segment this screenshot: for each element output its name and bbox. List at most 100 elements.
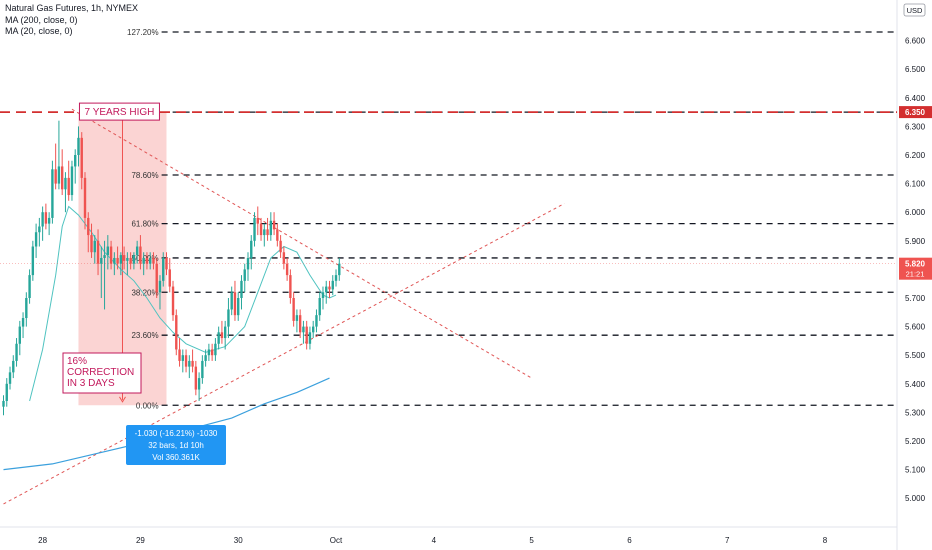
fib-label-6: 23.60% bbox=[131, 331, 158, 340]
candle-body-90 bbox=[295, 315, 299, 321]
time-tick-1: 29 bbox=[136, 536, 145, 545]
candle-body-1 bbox=[5, 383, 8, 401]
high-price-label: 6.350 bbox=[905, 108, 926, 117]
chart-legend: Natural Gas Futures, 1h, NYMEX MA (200, … bbox=[5, 3, 138, 38]
candle-body-87 bbox=[285, 263, 289, 276]
candle-body-6 bbox=[21, 318, 25, 327]
candle-body-44 bbox=[145, 257, 149, 264]
candle-body-17 bbox=[57, 166, 61, 184]
candle-body-9 bbox=[31, 246, 35, 276]
candle-body-50 bbox=[165, 257, 168, 270]
candle-body-26 bbox=[87, 217, 90, 236]
price-tick-12: 5.500 bbox=[905, 351, 926, 360]
ma20-legend[interactable]: MA (20, close, 0) bbox=[5, 26, 73, 36]
candle-body-60 bbox=[197, 378, 201, 390]
candle-body-30 bbox=[100, 257, 103, 264]
time-tick-7: 7 bbox=[725, 536, 730, 545]
measure-tooltip-box bbox=[126, 425, 226, 465]
candle-body-7 bbox=[25, 298, 28, 319]
candle-body-72 bbox=[237, 298, 240, 316]
fib-retracement: 127.20%100.00%78.60%61.80%50.00%38.20%23… bbox=[127, 28, 897, 410]
measure-line-1: 32 bars, 1d 10h bbox=[148, 441, 204, 450]
price-tick-1: 6.600 bbox=[905, 37, 926, 46]
price-tick-17: 5.000 bbox=[905, 494, 926, 503]
candle-body-48 bbox=[158, 280, 162, 293]
last-price-marker bbox=[899, 257, 932, 280]
candle-body-85 bbox=[279, 240, 282, 253]
candle-body-58 bbox=[191, 360, 194, 367]
candle-body-82 bbox=[269, 220, 273, 236]
time-tick-2: 30 bbox=[234, 536, 243, 545]
candle-body-100 bbox=[328, 286, 331, 290]
candle-body-62 bbox=[204, 355, 207, 361]
price-tick-13: 5.400 bbox=[905, 380, 926, 389]
candle-body-80 bbox=[263, 229, 266, 236]
candle-body-52 bbox=[171, 286, 175, 316]
candle-body-25 bbox=[83, 177, 87, 218]
currency-label: USD bbox=[907, 6, 923, 15]
candle-body-20 bbox=[67, 177, 70, 196]
candle-body-43 bbox=[142, 257, 145, 264]
correction-label-line-1: CORRECTION bbox=[67, 367, 134, 378]
time-tick-5: 5 bbox=[529, 536, 534, 545]
price-tick-5: 6.200 bbox=[905, 151, 926, 160]
candle-body-53 bbox=[175, 315, 178, 350]
price-tick-3: 6.400 bbox=[905, 94, 926, 103]
candle-body-86 bbox=[282, 252, 286, 264]
candle-body-41 bbox=[135, 246, 139, 256]
last-price-label: 5.820 bbox=[905, 260, 926, 269]
candle-body-54 bbox=[178, 349, 181, 361]
high-price-marker bbox=[899, 106, 932, 119]
measure-tooltip: -1.030 (-16.21%) -1030 32 bars, 1d 10h Vol… bbox=[126, 425, 226, 465]
resistance-trendline bbox=[71, 108, 532, 379]
candle-body-98 bbox=[321, 292, 325, 298]
price-tick-6: 6.100 bbox=[905, 180, 926, 189]
price-tick-2: 6.500 bbox=[905, 65, 926, 74]
fib-label-3: 61.80% bbox=[131, 220, 158, 229]
candle-body-101 bbox=[331, 280, 334, 290]
candle-body-16 bbox=[54, 169, 57, 184]
candle-body-39 bbox=[129, 257, 132, 264]
ma200-legend[interactable]: MA (200, close, 0) bbox=[5, 14, 78, 25]
candle-body-51 bbox=[168, 269, 171, 287]
candle-body-68 bbox=[223, 326, 227, 339]
candle-body-71 bbox=[233, 292, 237, 316]
fib-label-4: 50.00% bbox=[131, 254, 158, 263]
price-tick-8: 5.900 bbox=[905, 237, 926, 246]
price-tick-15: 5.200 bbox=[905, 437, 926, 446]
currency-badge bbox=[903, 3, 926, 17]
candle-body-22 bbox=[74, 155, 77, 167]
time-tick-8: 8 bbox=[823, 536, 828, 545]
candle-body-65 bbox=[214, 343, 217, 356]
candle-body-4 bbox=[15, 343, 18, 361]
candle-body-24 bbox=[80, 137, 83, 178]
candle-body-94 bbox=[308, 332, 312, 344]
candle-body-19 bbox=[64, 177, 67, 190]
candle-body-67 bbox=[220, 332, 224, 339]
candle-body-69 bbox=[227, 309, 230, 327]
candle-body-8 bbox=[28, 275, 31, 298]
ma20-line bbox=[29, 205, 337, 402]
candle-body-102 bbox=[334, 275, 338, 281]
symbol-title: Natural Gas Futures, 1h, NYMEX bbox=[5, 3, 139, 13]
price-tick-7: 6.000 bbox=[905, 208, 926, 217]
candle-body-29 bbox=[96, 240, 100, 264]
candle-body-92 bbox=[302, 326, 305, 333]
bar-countdown-label: 21:21 bbox=[906, 270, 925, 279]
candle-body-81 bbox=[266, 229, 269, 236]
candle-body-57 bbox=[188, 360, 191, 367]
candle-body-79 bbox=[259, 223, 263, 236]
fib-label-0: 127.20% bbox=[127, 28, 159, 37]
measure-line-2: Vol 360.361K bbox=[152, 453, 200, 462]
candle-body-95 bbox=[312, 326, 315, 333]
candle-body-93 bbox=[305, 326, 308, 344]
candle-body-88 bbox=[289, 275, 292, 298]
candle-body-74 bbox=[243, 269, 246, 281]
time-tick-3: Oct bbox=[330, 536, 343, 545]
correction-box bbox=[62, 352, 142, 394]
seven-year-high-annotation: 7 YEARS HIGH bbox=[78, 102, 160, 121]
time-tick-0: 28 bbox=[38, 536, 47, 545]
